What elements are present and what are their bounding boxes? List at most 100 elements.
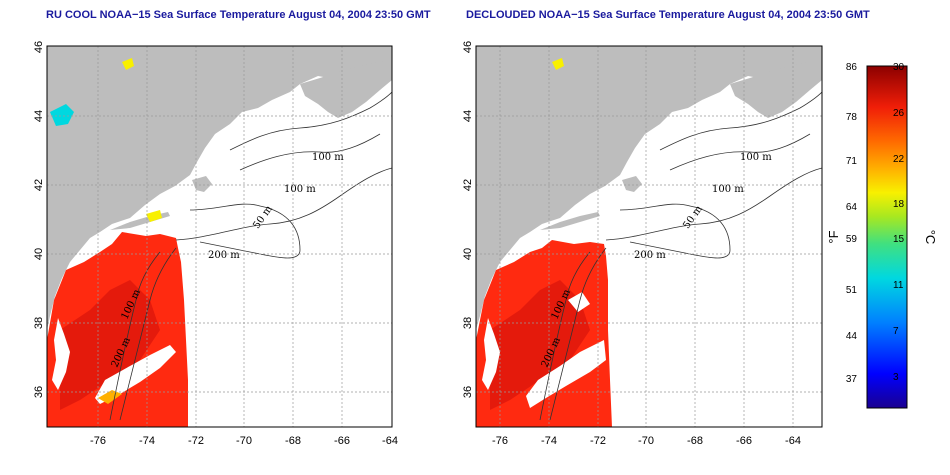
map-panel-left: 100 m 100 m 50 m 200 m 100 m 200 m 36 38… bbox=[33, 41, 398, 447]
fahrenheit-tick-label: 44 bbox=[846, 331, 858, 342]
sst-gap bbox=[568, 292, 590, 312]
lon-tick-label: -74 bbox=[541, 435, 557, 447]
lat-tick-labels-left: 36 38 40 42 44 46 bbox=[33, 41, 45, 398]
lat-grid bbox=[476, 115, 822, 393]
lat-tick-label: 44 bbox=[462, 110, 474, 122]
contour-line bbox=[189, 203, 301, 259]
contour-line bbox=[109, 251, 161, 421]
lon-tick-label: -72 bbox=[590, 435, 606, 447]
land-cape-cod bbox=[192, 176, 212, 192]
contour-line bbox=[539, 251, 591, 421]
land-cape-cod bbox=[622, 176, 642, 192]
land-nova-scotia bbox=[730, 60, 822, 118]
celsius-tick-label: 15 bbox=[893, 234, 905, 245]
panel-title-right: DECLOUDED NOAA−15 Sea Surface Temperatur… bbox=[466, 9, 870, 21]
contour-line bbox=[605, 167, 822, 241]
celsius-tick-label: 30 bbox=[893, 62, 905, 73]
celsius-tick-label: 7 bbox=[893, 326, 899, 337]
lon-tick-labels-left: -76 -74 -72 -70 -68 -66 -64 bbox=[90, 435, 398, 447]
lon-tick-label: -70 bbox=[236, 435, 252, 447]
fahrenheit-tick-label: 86 bbox=[846, 62, 858, 73]
contour-label: 200 m bbox=[208, 250, 240, 261]
cloud-patch-small bbox=[122, 58, 134, 70]
lon-tick-label: -64 bbox=[382, 435, 398, 447]
land-nova-scotia bbox=[300, 60, 392, 118]
contour-label: 100 m bbox=[284, 184, 316, 195]
lon-tick-label: -72 bbox=[188, 435, 204, 447]
celsius-tick-label: 3 bbox=[893, 372, 899, 383]
lat-tick-label: 46 bbox=[462, 41, 474, 53]
land-mass bbox=[476, 46, 822, 330]
lon-tick-label: -66 bbox=[736, 435, 752, 447]
lon-tick-label: -76 bbox=[492, 435, 508, 447]
fahrenheit-tick-label: 51 bbox=[846, 285, 858, 296]
contour-label: 200 m bbox=[634, 250, 666, 261]
contour-line bbox=[239, 133, 381, 171]
sst-cool-patch bbox=[98, 390, 122, 404]
lon-grid bbox=[97, 46, 343, 427]
lon-tick-label: -70 bbox=[638, 435, 654, 447]
lon-tick-label: -66 bbox=[334, 435, 350, 447]
cloud-patch bbox=[50, 104, 74, 126]
sst-hot-patch bbox=[490, 280, 590, 410]
lat-grid bbox=[47, 115, 392, 393]
lat-tick-label: 42 bbox=[462, 179, 474, 191]
lat-tick-label: 40 bbox=[33, 248, 45, 260]
lat-tick-label: 36 bbox=[462, 386, 474, 398]
map-layers-right: 100 m 100 m 50 m 200 m 100 m 200 m bbox=[476, 46, 822, 427]
celsius-unit-label: °C bbox=[923, 230, 938, 245]
lon-tick-label: -64 bbox=[785, 435, 801, 447]
colorbar: °F °C 86 78 71 64 59 51 44 37 30 26 22 1… bbox=[826, 62, 938, 409]
lat-tick-label: 36 bbox=[33, 386, 45, 398]
contour-line bbox=[659, 91, 822, 151]
contour-label: 100 m bbox=[740, 152, 772, 163]
contour-label: 100 m bbox=[712, 184, 744, 195]
map-frame bbox=[475, 45, 823, 428]
map-layers-left: 100 m 100 m 50 m 200 m 100 m 200 m bbox=[47, 46, 392, 427]
contour-label: 100 m bbox=[312, 152, 344, 163]
fahrenheit-unit-label: °F bbox=[826, 230, 841, 243]
lon-tick-label: -68 bbox=[285, 435, 301, 447]
contour-line bbox=[669, 133, 811, 171]
contour-line bbox=[229, 91, 392, 151]
lon-tick-label: -74 bbox=[139, 435, 155, 447]
lat-tick-label: 44 bbox=[33, 110, 45, 122]
celsius-tick-label: 11 bbox=[893, 280, 904, 291]
lon-tick-label: -76 bbox=[90, 435, 106, 447]
contour-line bbox=[175, 167, 392, 241]
lat-tick-label: 40 bbox=[462, 248, 474, 260]
cloud-patch-small bbox=[552, 58, 564, 70]
fahrenheit-tick-label: 64 bbox=[846, 202, 858, 213]
land-mass bbox=[47, 46, 392, 330]
sst-cloud-gap bbox=[95, 345, 176, 404]
celsius-ticks: 30 26 22 18 15 11 7 3 bbox=[893, 62, 905, 383]
land-long-island bbox=[540, 212, 600, 230]
sst-hot-patch bbox=[60, 280, 160, 410]
lat-tick-label: 38 bbox=[33, 317, 45, 329]
contour-line bbox=[549, 247, 607, 421]
lat-tick-label: 46 bbox=[33, 41, 45, 53]
lat-tick-labels-right: 36 38 40 42 44 46 bbox=[462, 41, 474, 398]
celsius-tick-label: 22 bbox=[893, 154, 905, 165]
lon-tick-labels-right: -76 -74 -72 -70 -68 -66 -64 bbox=[492, 435, 801, 447]
sst-coastal-patch bbox=[146, 210, 162, 222]
lon-grid bbox=[499, 46, 794, 427]
lon-tick-label: -68 bbox=[687, 435, 703, 447]
contour-line bbox=[119, 247, 177, 421]
fahrenheit-tick-label: 59 bbox=[846, 234, 858, 245]
colorbar-scale bbox=[866, 65, 908, 409]
chesapeake-bay bbox=[482, 318, 500, 390]
fahrenheit-tick-label: 37 bbox=[846, 374, 858, 385]
lat-tick-label: 38 bbox=[462, 317, 474, 329]
panel-title-left: RU COOL NOAA−15 Sea Surface Temperature … bbox=[46, 9, 431, 21]
celsius-tick-label: 26 bbox=[893, 108, 905, 119]
fahrenheit-tick-label: 71 bbox=[846, 156, 858, 167]
fahrenheit-ticks: 86 78 71 64 59 51 44 37 bbox=[846, 62, 858, 385]
fahrenheit-tick-label: 78 bbox=[846, 112, 858, 123]
map-frame bbox=[46, 45, 393, 428]
contour-line bbox=[619, 203, 731, 259]
map-panel-right: 100 m 100 m 50 m 200 m 100 m 200 m 36 38… bbox=[462, 41, 823, 447]
chesapeake-bay bbox=[52, 318, 70, 390]
lat-tick-label: 42 bbox=[33, 179, 45, 191]
